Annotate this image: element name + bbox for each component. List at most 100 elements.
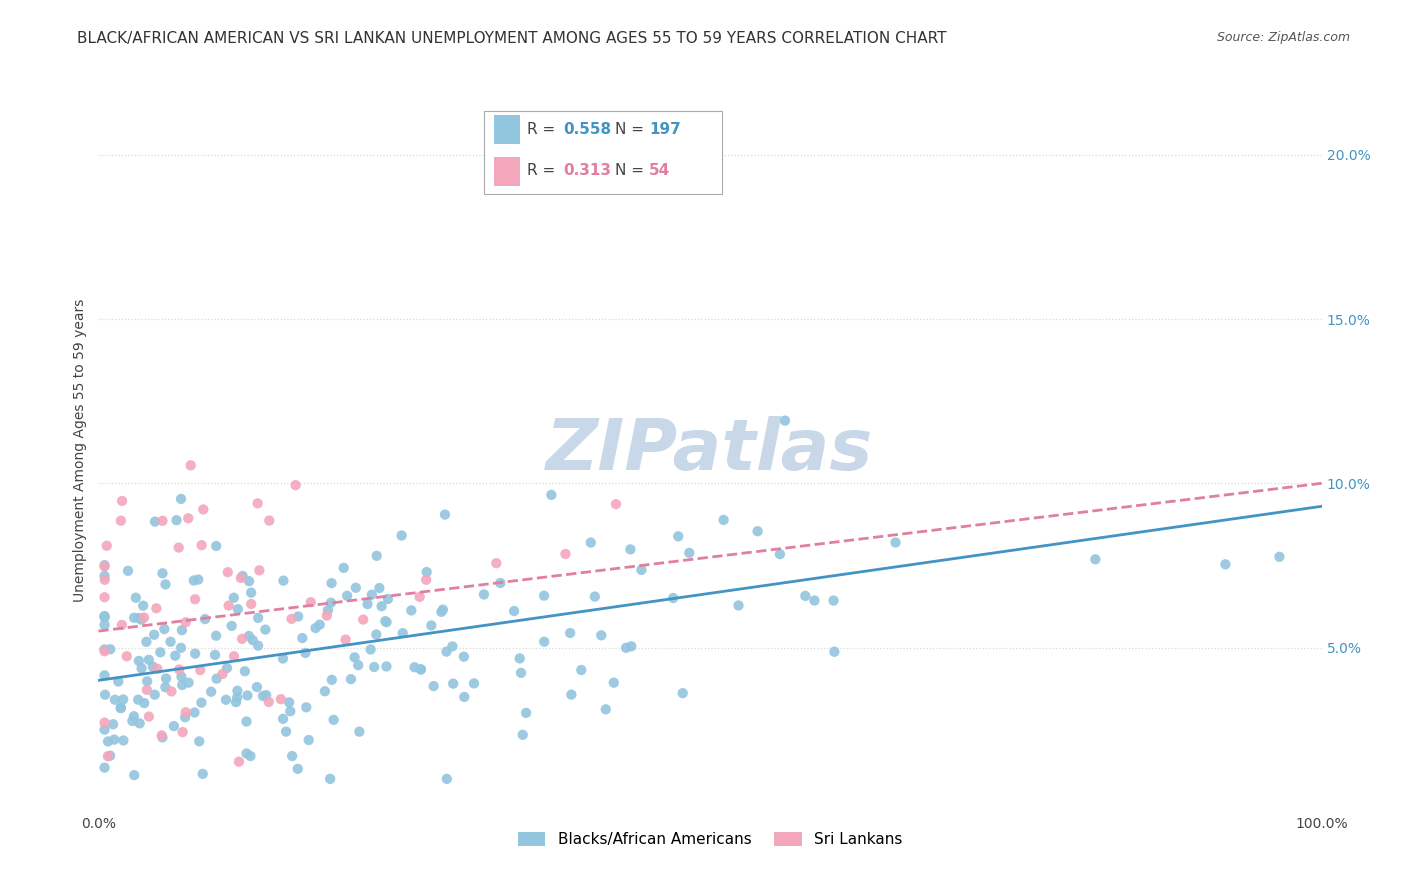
Point <box>823 645 845 659</box>
Point <box>205 539 228 553</box>
Point <box>193 502 215 516</box>
FancyBboxPatch shape <box>494 157 520 186</box>
Point <box>170 491 193 506</box>
Point <box>678 546 700 560</box>
Point <box>823 593 845 607</box>
Point <box>204 648 226 662</box>
Point <box>605 497 627 511</box>
Point <box>155 680 177 694</box>
Point <box>335 632 357 647</box>
Point <box>167 541 190 555</box>
Point <box>93 715 115 730</box>
Point <box>170 624 193 638</box>
Point <box>591 628 613 642</box>
Point <box>436 772 458 786</box>
Point <box>149 645 172 659</box>
Point <box>93 609 115 624</box>
Point <box>138 709 160 723</box>
Text: Source: ZipAtlas.com: Source: ZipAtlas.com <box>1216 31 1350 45</box>
Point <box>321 673 343 687</box>
Point <box>170 670 193 684</box>
Point <box>136 674 159 689</box>
Point <box>226 602 249 616</box>
Text: ZIPatlas: ZIPatlas <box>547 416 873 485</box>
Y-axis label: Unemployment Among Ages 55 to 59 years: Unemployment Among Ages 55 to 59 years <box>73 299 87 602</box>
Point <box>366 627 388 641</box>
Point <box>274 724 297 739</box>
Point <box>308 617 330 632</box>
Point <box>463 676 485 690</box>
Point <box>115 649 138 664</box>
Point <box>363 660 385 674</box>
Point <box>97 749 120 764</box>
Point <box>94 688 117 702</box>
Point <box>160 684 183 698</box>
Point <box>270 692 292 706</box>
Point <box>233 665 256 679</box>
Point <box>441 676 464 690</box>
Point <box>560 626 582 640</box>
Point <box>200 684 222 698</box>
Point <box>190 696 212 710</box>
Point <box>183 706 205 720</box>
Point <box>533 589 555 603</box>
Point <box>415 565 437 579</box>
Point <box>128 716 150 731</box>
Point <box>112 692 135 706</box>
Point <box>217 565 239 579</box>
Point <box>794 589 817 603</box>
Point <box>222 591 245 605</box>
Point <box>150 728 173 742</box>
Point <box>107 674 129 689</box>
Point <box>165 648 187 663</box>
Point <box>630 563 652 577</box>
Point <box>183 574 205 588</box>
Point <box>93 618 115 632</box>
Point <box>554 547 576 561</box>
Point <box>319 772 342 786</box>
Text: 0.313: 0.313 <box>564 163 612 178</box>
Point <box>111 494 134 508</box>
Point <box>104 692 127 706</box>
Point <box>226 690 249 705</box>
Point <box>747 524 769 539</box>
Point <box>408 590 430 604</box>
Point <box>152 566 174 581</box>
Point <box>131 661 153 675</box>
Point <box>117 564 139 578</box>
Point <box>420 618 443 632</box>
Point <box>472 587 495 601</box>
Point <box>174 705 197 719</box>
Point <box>603 675 626 690</box>
Point <box>225 695 247 709</box>
Point <box>366 549 388 563</box>
Point <box>1268 549 1291 564</box>
Point <box>352 613 374 627</box>
Point <box>368 581 391 595</box>
Point <box>132 599 155 613</box>
Point <box>98 642 121 657</box>
Point <box>167 663 190 677</box>
Point <box>252 689 274 703</box>
Point <box>773 414 796 428</box>
Point <box>155 577 177 591</box>
Point <box>510 665 533 680</box>
Point <box>131 613 153 627</box>
Point <box>314 684 336 698</box>
Point <box>215 661 238 675</box>
Point <box>93 761 115 775</box>
Point <box>93 723 115 737</box>
Point <box>190 538 212 552</box>
Point <box>142 659 165 673</box>
Point <box>128 654 150 668</box>
Point <box>409 663 432 677</box>
Text: 197: 197 <box>648 121 681 136</box>
Point <box>240 585 263 599</box>
Point <box>257 695 280 709</box>
Point <box>271 651 294 665</box>
Point <box>235 714 257 729</box>
Point <box>215 693 238 707</box>
Point <box>93 610 115 624</box>
Point <box>713 513 735 527</box>
Point <box>374 614 396 628</box>
